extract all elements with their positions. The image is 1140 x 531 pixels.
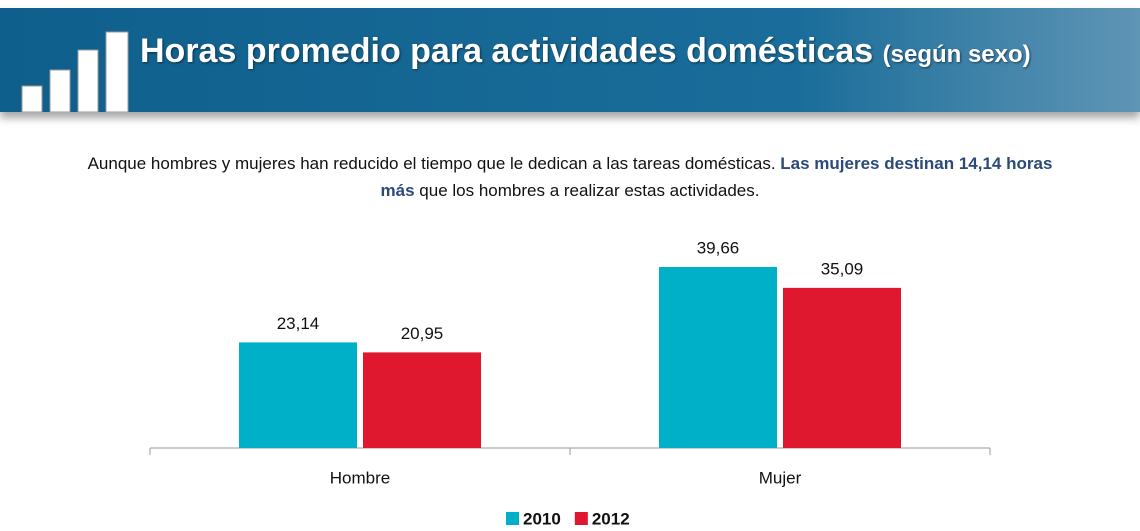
bars-icon — [21, 31, 129, 112]
title-note: (según sexo) — [882, 41, 1031, 68]
subtitle-text: Aunque hombres y mujeres han reducido el… — [87, 154, 781, 173]
subtitle: Aunque hombres y mujeres han reducido el… — [80, 150, 1060, 204]
bar — [363, 352, 481, 448]
x-tick-label: Hombre — [330, 468, 390, 487]
value-label: 39,66 — [697, 238, 740, 257]
title-main: Horas promedio para actividades doméstic… — [140, 32, 874, 70]
value-label: 20,95 — [401, 324, 444, 343]
value-label: 23,14 — [277, 314, 320, 333]
x-tick-label: Mujer — [759, 468, 802, 487]
legend-swatch — [574, 512, 588, 525]
bar — [239, 342, 357, 448]
subtitle-text: que los hombres a realizar estas activid… — [414, 181, 760, 200]
header-banner: Horas promedio para actividades doméstic… — [0, 8, 1140, 112]
legend-swatch — [506, 512, 519, 525]
bar — [659, 267, 777, 448]
value-label: 35,09 — [821, 259, 864, 278]
bar — [783, 287, 901, 448]
subtitle-highlight: Las mujeres destinan 14,14 horas más — [380, 154, 1053, 200]
legend-label: 2012 — [592, 509, 630, 528]
legend-label: 2010 — [523, 509, 561, 528]
chart-title: Horas promedio para actividades doméstic… — [140, 30, 1125, 76]
